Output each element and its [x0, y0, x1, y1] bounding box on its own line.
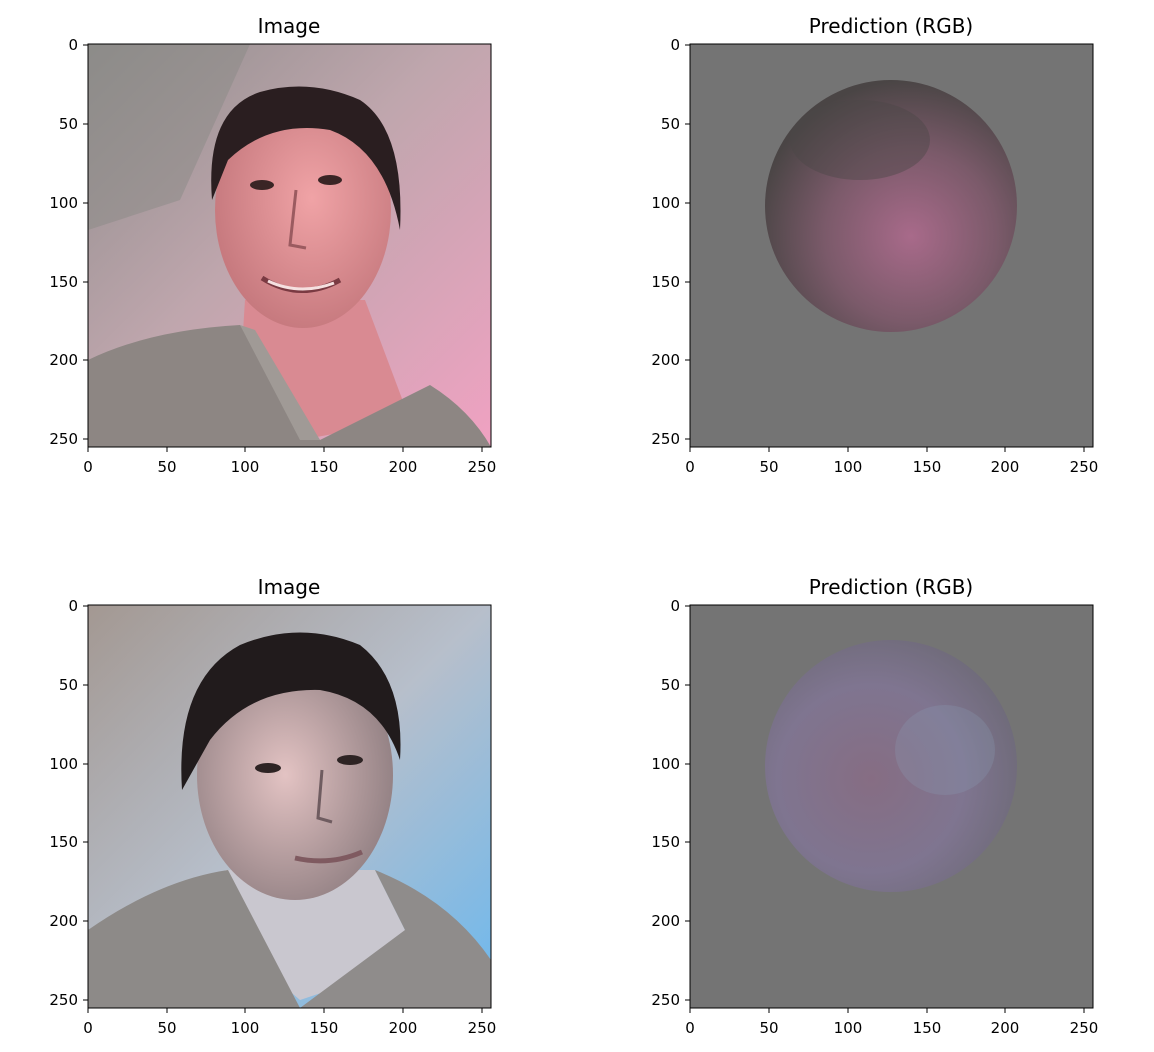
y-axis-ticks: 0 50 100 150 200 250 — [49, 597, 88, 1009]
x-tick-label: 100 — [834, 1019, 863, 1037]
x-tick-label: 50 — [157, 458, 176, 476]
panel-title: Image — [258, 575, 321, 599]
y-tick-label: 100 — [49, 194, 78, 212]
x-tick-label: 150 — [310, 458, 339, 476]
y-tick-label: 0 — [670, 36, 680, 54]
y-tick-label: 150 — [651, 273, 680, 291]
x-axis-ticks: 0 50 100 150 200 250 — [685, 1008, 1098, 1037]
y-tick-label: 200 — [651, 912, 680, 930]
y-tick-label: 100 — [49, 755, 78, 773]
y-tick-label: 150 — [49, 273, 78, 291]
y-tick-label: 150 — [49, 833, 78, 851]
x-tick-label: 0 — [83, 1019, 93, 1037]
y-axis-ticks: 0 50 100 150 200 250 — [651, 597, 690, 1009]
x-tick-label: 200 — [389, 1019, 418, 1037]
x-tick-label: 250 — [468, 1019, 497, 1037]
x-tick-label: 150 — [913, 458, 942, 476]
x-tick-label: 100 — [231, 1019, 260, 1037]
y-axis-ticks: 0 50 100 150 200 250 — [651, 36, 690, 448]
x-tick-label: 200 — [991, 458, 1020, 476]
x-tick-label: 0 — [685, 458, 695, 476]
panel-title: Prediction (RGB) — [809, 575, 973, 599]
x-tick-label: 0 — [685, 1019, 695, 1037]
y-tick-label: 200 — [49, 351, 78, 369]
x-tick-label: 250 — [1070, 1019, 1099, 1037]
x-tick-label: 200 — [389, 458, 418, 476]
panel-title: Image — [258, 14, 321, 38]
x-tick-label: 200 — [991, 1019, 1020, 1037]
x-tick-label: 50 — [157, 1019, 176, 1037]
y-tick-label: 50 — [661, 676, 680, 694]
y-tick-label: 0 — [68, 597, 78, 615]
y-tick-label: 250 — [49, 430, 78, 448]
y-tick-label: 100 — [651, 755, 680, 773]
panel-prediction-top: Prediction (RGB) 0 50 100 150 200 250 0 — [651, 14, 1098, 476]
y-tick-label: 250 — [49, 991, 78, 1009]
x-axis-ticks: 0 50 100 150 200 250 — [83, 1008, 496, 1037]
face-photo-blue — [88, 605, 491, 1008]
y-tick-label: 0 — [68, 36, 78, 54]
y-tick-label: 100 — [651, 194, 680, 212]
x-tick-label: 50 — [759, 1019, 778, 1037]
y-tick-label: 250 — [651, 991, 680, 1009]
x-tick-label: 150 — [913, 1019, 942, 1037]
face-photo-pink — [88, 44, 491, 447]
x-tick-label: 100 — [834, 458, 863, 476]
x-tick-label: 250 — [1070, 458, 1099, 476]
predicted-sphere — [765, 640, 1017, 892]
x-tick-label: 0 — [83, 458, 93, 476]
y-tick-label: 50 — [661, 115, 680, 133]
x-tick-label: 100 — [231, 458, 260, 476]
x-tick-label: 250 — [468, 458, 497, 476]
predicted-sphere — [765, 80, 1017, 332]
panel-title: Prediction (RGB) — [809, 14, 973, 38]
x-tick-label: 150 — [310, 1019, 339, 1037]
x-axis-ticks: 0 50 100 150 200 250 — [83, 447, 496, 476]
y-tick-label: 200 — [49, 912, 78, 930]
x-tick-label: 50 — [759, 458, 778, 476]
y-tick-label: 150 — [651, 833, 680, 851]
y-tick-label: 50 — [59, 115, 78, 133]
y-axis-ticks: 0 50 100 150 200 250 — [49, 36, 88, 448]
y-tick-label: 50 — [59, 676, 78, 694]
x-axis-ticks: 0 50 100 150 200 250 — [685, 447, 1098, 476]
panel-prediction-bottom: Prediction (RGB) 0 50 100 150 200 250 0 — [651, 575, 1098, 1037]
y-tick-label: 250 — [651, 430, 680, 448]
panel-image-bottom: Image 0 50 100 — [49, 575, 496, 1037]
panel-image-top: Image 0 — [49, 14, 496, 476]
y-tick-label: 0 — [670, 597, 680, 615]
y-tick-label: 200 — [651, 351, 680, 369]
